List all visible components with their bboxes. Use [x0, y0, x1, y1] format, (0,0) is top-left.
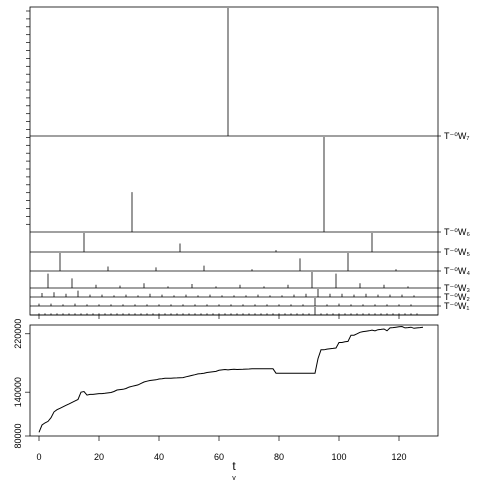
x-tick-label: 20 [94, 452, 104, 462]
x-axis-sublabel: v [232, 475, 236, 480]
panel-label: T⁻⁰W₁ [444, 301, 469, 311]
panel-label: T⁻⁰W₆ [444, 227, 470, 237]
y-tick-label: 220000 [13, 319, 23, 349]
series-line [38, 325, 424, 433]
x-tick-label: 100 [331, 452, 346, 462]
x-tick-label: 0 [36, 452, 41, 462]
panel-label: T⁻⁰W₂ [444, 292, 470, 302]
series-line-panel-group: 0 20 40 60 80 100 120 80000 140000 220000 tv [13, 319, 439, 480]
x-axis-label: t [232, 459, 236, 473]
x-tick-label: 80 [274, 452, 284, 462]
y-tick-label: 140000 [13, 377, 23, 407]
x-tick-label: 60 [214, 452, 224, 462]
x-tick-label: 120 [391, 452, 406, 462]
x-tick-label: 40 [154, 452, 164, 462]
y-tick-label: 80000 [13, 423, 23, 448]
panel-label: T⁻⁰W₃ [444, 283, 470, 293]
panel-label: T⁻⁰W₄ [444, 266, 470, 276]
panel-label: T⁻⁰W₅ [444, 247, 470, 257]
panel-label: T⁻⁰W₇ [444, 131, 469, 141]
spike-panel-frame [29, 6, 439, 316]
line-panel-frame [29, 324, 439, 437]
